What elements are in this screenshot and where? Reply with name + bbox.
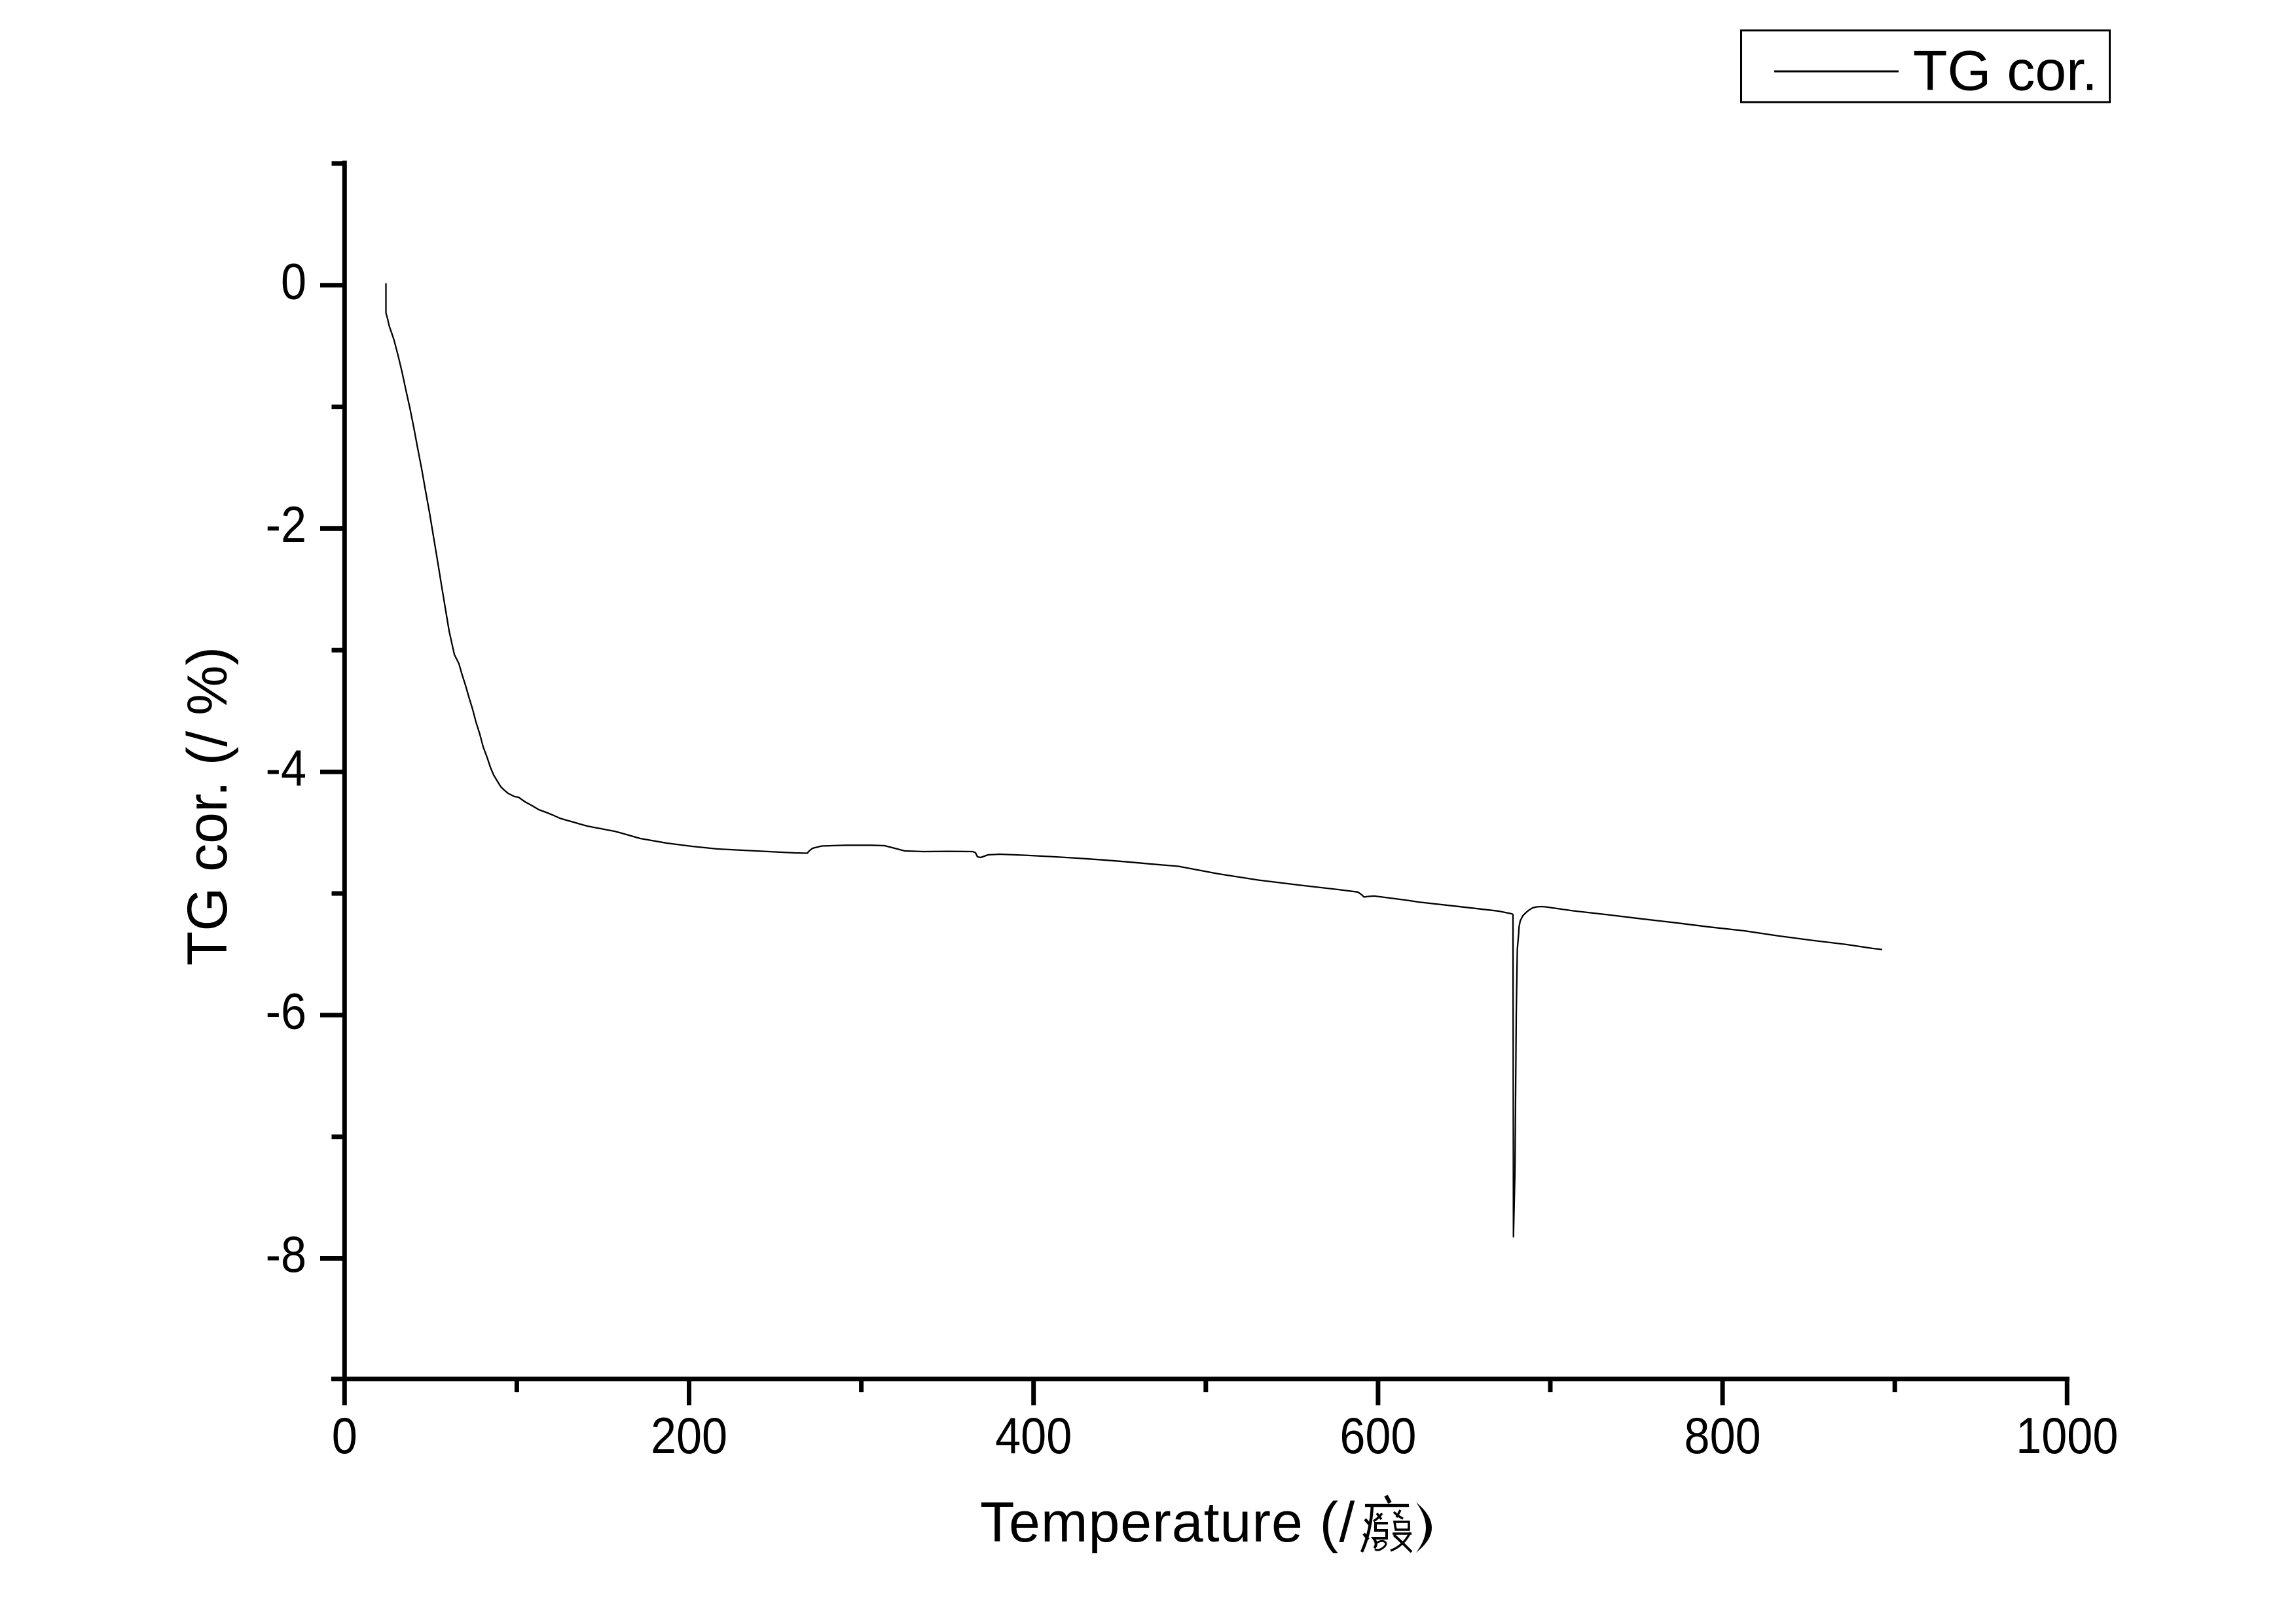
svg-text:1000: 1000 — [2016, 1407, 2118, 1464]
svg-text:200: 200 — [651, 1407, 727, 1464]
svg-text:-2: -2 — [266, 496, 306, 553]
svg-text:0: 0 — [281, 253, 306, 310]
svg-text:TG cor.: TG cor. — [1913, 40, 2098, 103]
svg-text:400: 400 — [995, 1407, 1072, 1464]
svg-text:-4: -4 — [266, 739, 306, 796]
svg-text:Temperature (/: Temperature (/ — [980, 1491, 1355, 1554]
svg-text:600: 600 — [1339, 1407, 1416, 1464]
svg-text:TG cor. (/ %): TG cor. (/ %) — [176, 647, 239, 965]
svg-text:800: 800 — [1685, 1407, 1761, 1464]
svg-text:-6: -6 — [266, 982, 306, 1039]
svg-text:0: 0 — [332, 1407, 357, 1464]
svg-text:-8: -8 — [266, 1226, 306, 1283]
